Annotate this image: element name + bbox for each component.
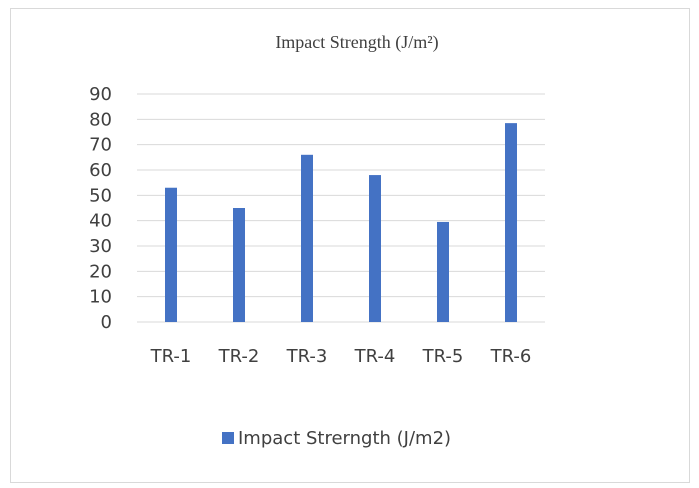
y-tick-label: 10 (89, 287, 112, 308)
x-tick-label: TR-1 (150, 346, 192, 367)
bar-tr-2 (233, 208, 245, 322)
x-tick-label: TR-2 (218, 346, 260, 367)
y-tick-label: 0 (101, 312, 112, 333)
y-tick-label: 80 (89, 109, 112, 130)
y-tick-label: 60 (89, 160, 112, 181)
bar-tr-5 (437, 221, 449, 322)
bar-tr-6 (505, 123, 517, 322)
gridlines (137, 93, 545, 323)
legend-swatch (222, 432, 234, 444)
x-tick-label: TR-4 (354, 346, 396, 367)
bar-tr-3 (301, 154, 313, 322)
x-tick-label: TR-6 (490, 346, 532, 367)
y-tick-label: 90 (89, 84, 112, 105)
y-tick-label: 30 (89, 236, 112, 257)
y-tick-label: 20 (89, 261, 112, 282)
x-tick-label: TR-3 (286, 346, 328, 367)
y-tick-label: 70 (89, 135, 112, 156)
legend-label: Impact Strerngth (J/m2) (238, 428, 451, 449)
chart-title: Impact Strength (J/m²) (275, 32, 438, 53)
bars (165, 123, 517, 322)
y-axis-tick-labels: 0 10 20 30 40 50 60 70 80 90 (89, 84, 112, 333)
legend: Impact Strerngth (J/m2) (222, 428, 451, 449)
x-axis-tick-labels: TR-1 TR-2 TR-3 TR-4 TR-5 TR-6 (150, 346, 532, 367)
bar-tr-1 (165, 187, 177, 322)
x-tick-label: TR-5 (422, 346, 464, 367)
y-tick-label: 50 (89, 185, 112, 206)
bar-tr-4 (369, 175, 381, 322)
y-tick-label: 40 (89, 211, 112, 232)
